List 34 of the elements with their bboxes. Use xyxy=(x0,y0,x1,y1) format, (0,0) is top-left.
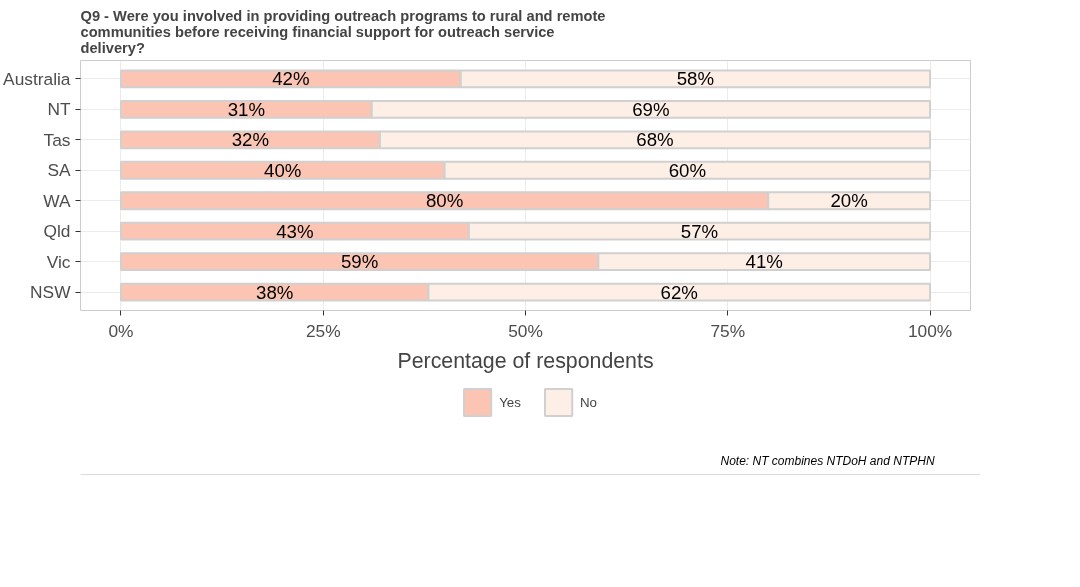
y-tick-label: NSW xyxy=(30,282,72,303)
y-tick-label: SA xyxy=(47,160,71,181)
y-tick-label: NT xyxy=(47,99,71,120)
data-label: 69% xyxy=(632,98,670,120)
data-label: 40% xyxy=(264,159,302,181)
x-axis-title: Percentage of respondents xyxy=(397,348,654,373)
y-tick-label: Qld xyxy=(43,221,71,242)
data-label: 68% xyxy=(636,129,674,151)
data-label: 57% xyxy=(680,220,719,242)
y-tick-label: Tas xyxy=(43,129,71,150)
data-label: 59% xyxy=(340,251,379,273)
data-label: 58% xyxy=(676,68,715,90)
x-tick-label: 50% xyxy=(508,320,543,341)
data-label: 43% xyxy=(276,220,314,242)
data-label: 31% xyxy=(227,98,266,120)
chart-title: Q9 - Were you involved in providing outreach programs to rural and remote communities before receiving financial support for outreach service delivery? xyxy=(80,7,606,56)
x-tick-label: 100% xyxy=(907,320,953,341)
data-label: 20% xyxy=(830,190,868,212)
x-tick-label: 25% xyxy=(305,320,341,341)
data-label: 32% xyxy=(231,129,270,151)
data-label: 41% xyxy=(745,251,783,273)
data-label: 80% xyxy=(425,190,464,212)
x-tick-label: 75% xyxy=(710,320,746,341)
y-tick-label: Vic xyxy=(46,251,71,272)
data-label: 38% xyxy=(256,281,294,303)
legend-label: Yes xyxy=(499,394,521,410)
x-tick-label: 0% xyxy=(108,320,134,341)
legend-label: No xyxy=(579,394,598,410)
data-label: 62% xyxy=(660,281,698,303)
data-label: 42% xyxy=(272,68,310,90)
text: Note: NT combines NTDoH and NTPHN xyxy=(720,453,935,468)
data-label: 60% xyxy=(668,159,706,181)
y-tick-label: Australia xyxy=(3,68,71,89)
y-tick-label: WA xyxy=(43,190,71,211)
